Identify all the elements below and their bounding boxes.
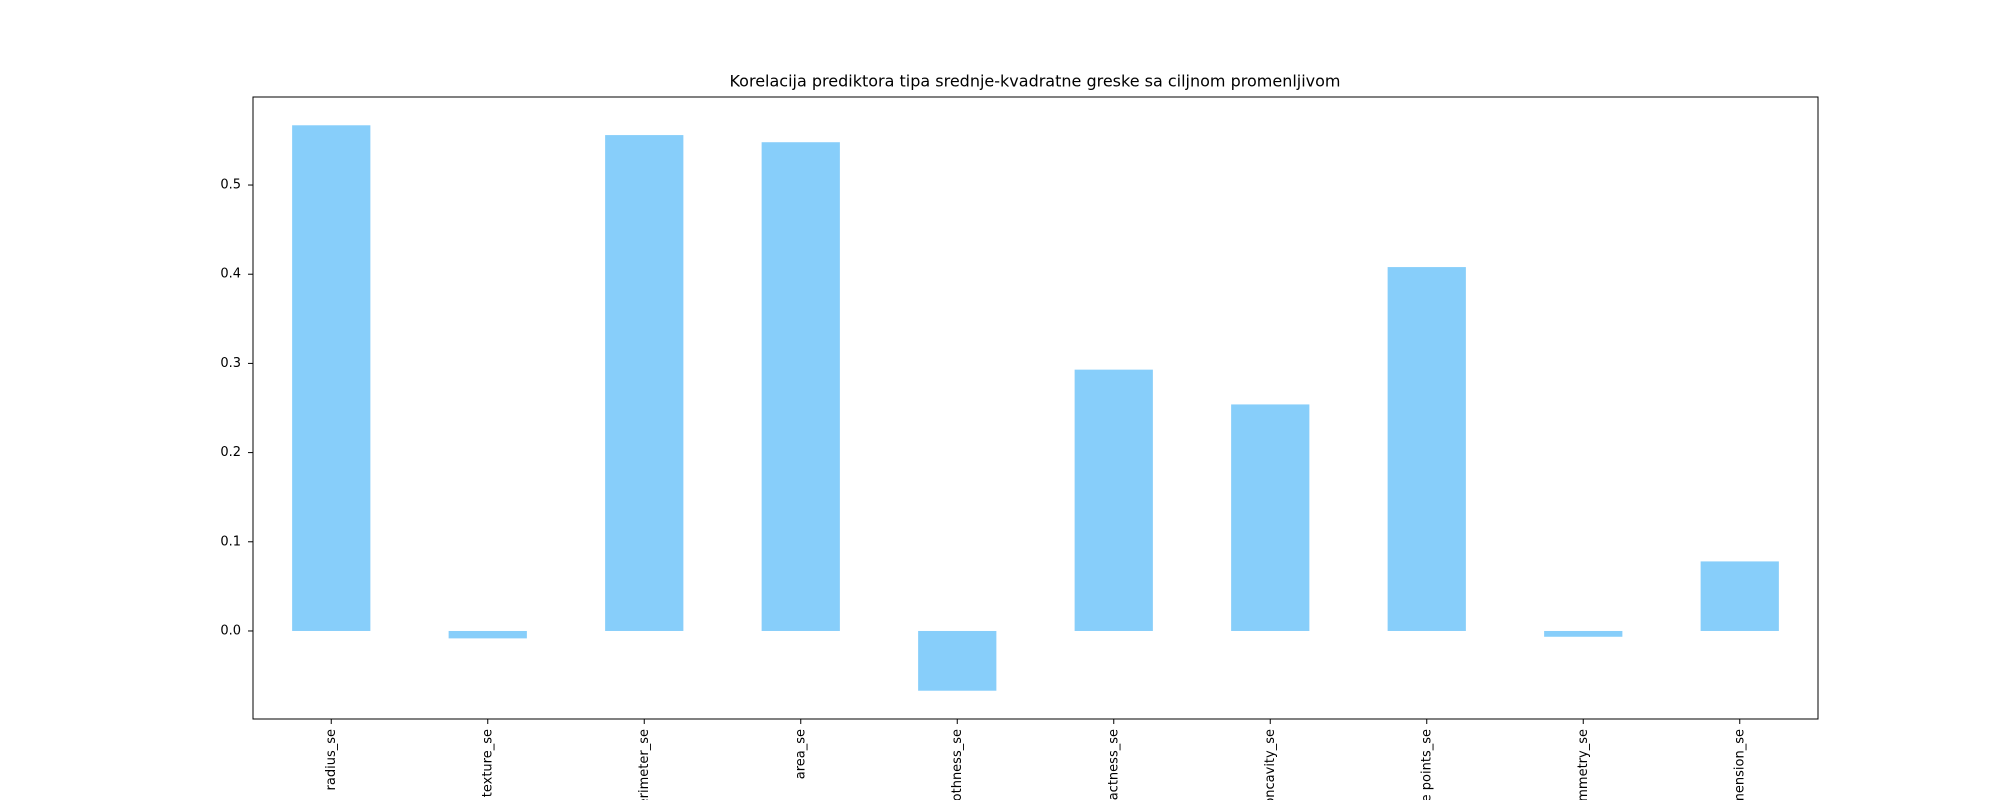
bar [292,125,371,631]
chart-title: Korelacija prediktora tipa srednje-kvadr… [729,72,1340,91]
x-tick-label: concave points_se [1419,729,1434,800]
y-tick-label: 0.2 [220,445,241,460]
bar [1387,267,1466,631]
bar [448,630,527,639]
x-tick-label: radius_se [324,729,339,790]
bar [1544,630,1623,637]
x-tick-label: perimeter_se [637,729,652,800]
x-tick-label: concavity_se [1263,729,1278,800]
x-tick-label: area_se [793,729,808,779]
plot-frame [252,96,1819,720]
x-tick-label: symmetry_se [1576,729,1591,800]
bar [1074,369,1153,631]
x-tick-label: compactness_se [1106,729,1121,800]
x-tick-label: texture_se [480,729,495,797]
y-tick-label: 0.0 [220,623,241,638]
x-tick-label: smoothness_se [950,729,965,800]
bar [1700,561,1779,631]
y-tick-label: 0.3 [220,356,241,371]
y-tick-label: 0.1 [220,534,241,549]
y-tick-label: 0.4 [220,267,241,282]
bar [918,630,997,691]
bar [761,142,840,631]
bar [605,135,684,631]
bar [1231,404,1310,631]
y-tick-label: 0.5 [220,178,241,193]
x-tick-label: fractal_dimension_se [1732,729,1747,800]
